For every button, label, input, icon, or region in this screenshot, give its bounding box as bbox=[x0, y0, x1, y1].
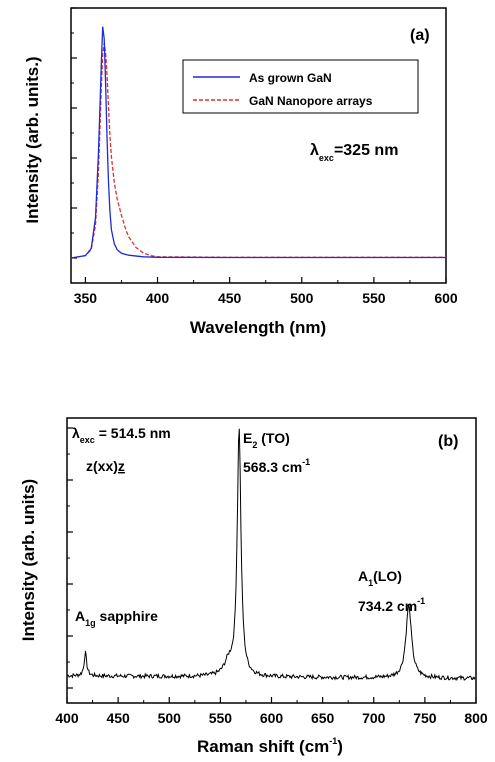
panel-b-x-tick-label: 500 bbox=[158, 710, 182, 726]
panel-a-plot-frame bbox=[70, 7, 447, 284]
panel-b-x-tick-label: 450 bbox=[106, 710, 130, 726]
series-gan-nanopore-arrays bbox=[70, 43, 446, 259]
panel-b-label: (b) bbox=[438, 433, 458, 450]
a1-peak-value: 734.2 cm-1 bbox=[358, 596, 425, 614]
panel-b-x-ticks: 400 450 500 550 600 650 700 750 800 bbox=[55, 697, 488, 726]
panel-a-x-tick-label: 550 bbox=[362, 290, 386, 306]
panel-a-x-tick-label: 600 bbox=[434, 290, 458, 306]
panel-a-label: (a) bbox=[410, 27, 430, 44]
panel-b-y-ticks bbox=[67, 427, 73, 689]
panel-b-x-tick-label: 800 bbox=[464, 710, 488, 726]
panel-b-x-tick-label: 400 bbox=[55, 710, 79, 726]
panel-a-legend-box bbox=[182, 59, 419, 114]
panel-b-x-tick-label: 650 bbox=[311, 710, 335, 726]
panel-a-x-tick-label: 450 bbox=[218, 290, 242, 306]
panel-b-excitation-annotation: λexc = 514.5 nm bbox=[72, 425, 171, 445]
panel-b-x-tick-label: 700 bbox=[362, 710, 386, 726]
panel-a-series bbox=[70, 26, 446, 259]
e2-peak-label: E2 (TO) bbox=[243, 430, 290, 450]
panel-b-y-axis-title: Intensity (arb. units) bbox=[19, 479, 38, 641]
panel-b-x-tick-label: 600 bbox=[260, 710, 284, 726]
series-raman-spectrum bbox=[67, 428, 476, 682]
panel-a-x-tick-label: 400 bbox=[146, 290, 170, 306]
e2-peak-value: 568.3 cm-1 bbox=[243, 457, 310, 475]
legend-label-as-grown: As grown GaN bbox=[249, 71, 332, 85]
panel-a: 350 400 450 500 550 600 (a) As grown GaN GaN … bbox=[23, 7, 458, 337]
legend-label-nanopore: GaN Nanopore arrays bbox=[249, 94, 373, 108]
panel-b-series bbox=[67, 428, 476, 682]
panel-b: 400 450 500 550 600 650 700 750 800 (b) λexc = 5… bbox=[19, 417, 488, 756]
panel-a-x-tick-label: 500 bbox=[290, 290, 314, 306]
panel-a-legend: As grown GaN GaN Nanopore arrays bbox=[182, 59, 419, 114]
panel-b-x-axis-title: Raman shift (cm-1) bbox=[197, 736, 343, 756]
series-as-grown-gan bbox=[70, 26, 446, 259]
panel-a-excitation-annotation: λexc=325 nm bbox=[310, 142, 398, 163]
panel-a-x-tick-label: 350 bbox=[74, 290, 98, 306]
a1-peak-label: A1(LO) bbox=[358, 568, 402, 588]
panel-a-y-axis-title: Intensity (arb. units.) bbox=[23, 56, 42, 223]
panel-b-geometry-annotation: z(xx)z bbox=[86, 458, 125, 474]
panel-b-x-tick-label: 750 bbox=[413, 710, 437, 726]
panel-a-x-axis-title: Wavelength (nm) bbox=[190, 318, 326, 337]
panel-a-y-ticks bbox=[71, 7, 77, 259]
a1g-sapphire-label: A1g sapphire bbox=[75, 608, 158, 628]
panel-b-x-tick-label: 550 bbox=[209, 710, 233, 726]
panel-a-x-ticks: 350 400 450 500 550 600 bbox=[74, 277, 458, 306]
